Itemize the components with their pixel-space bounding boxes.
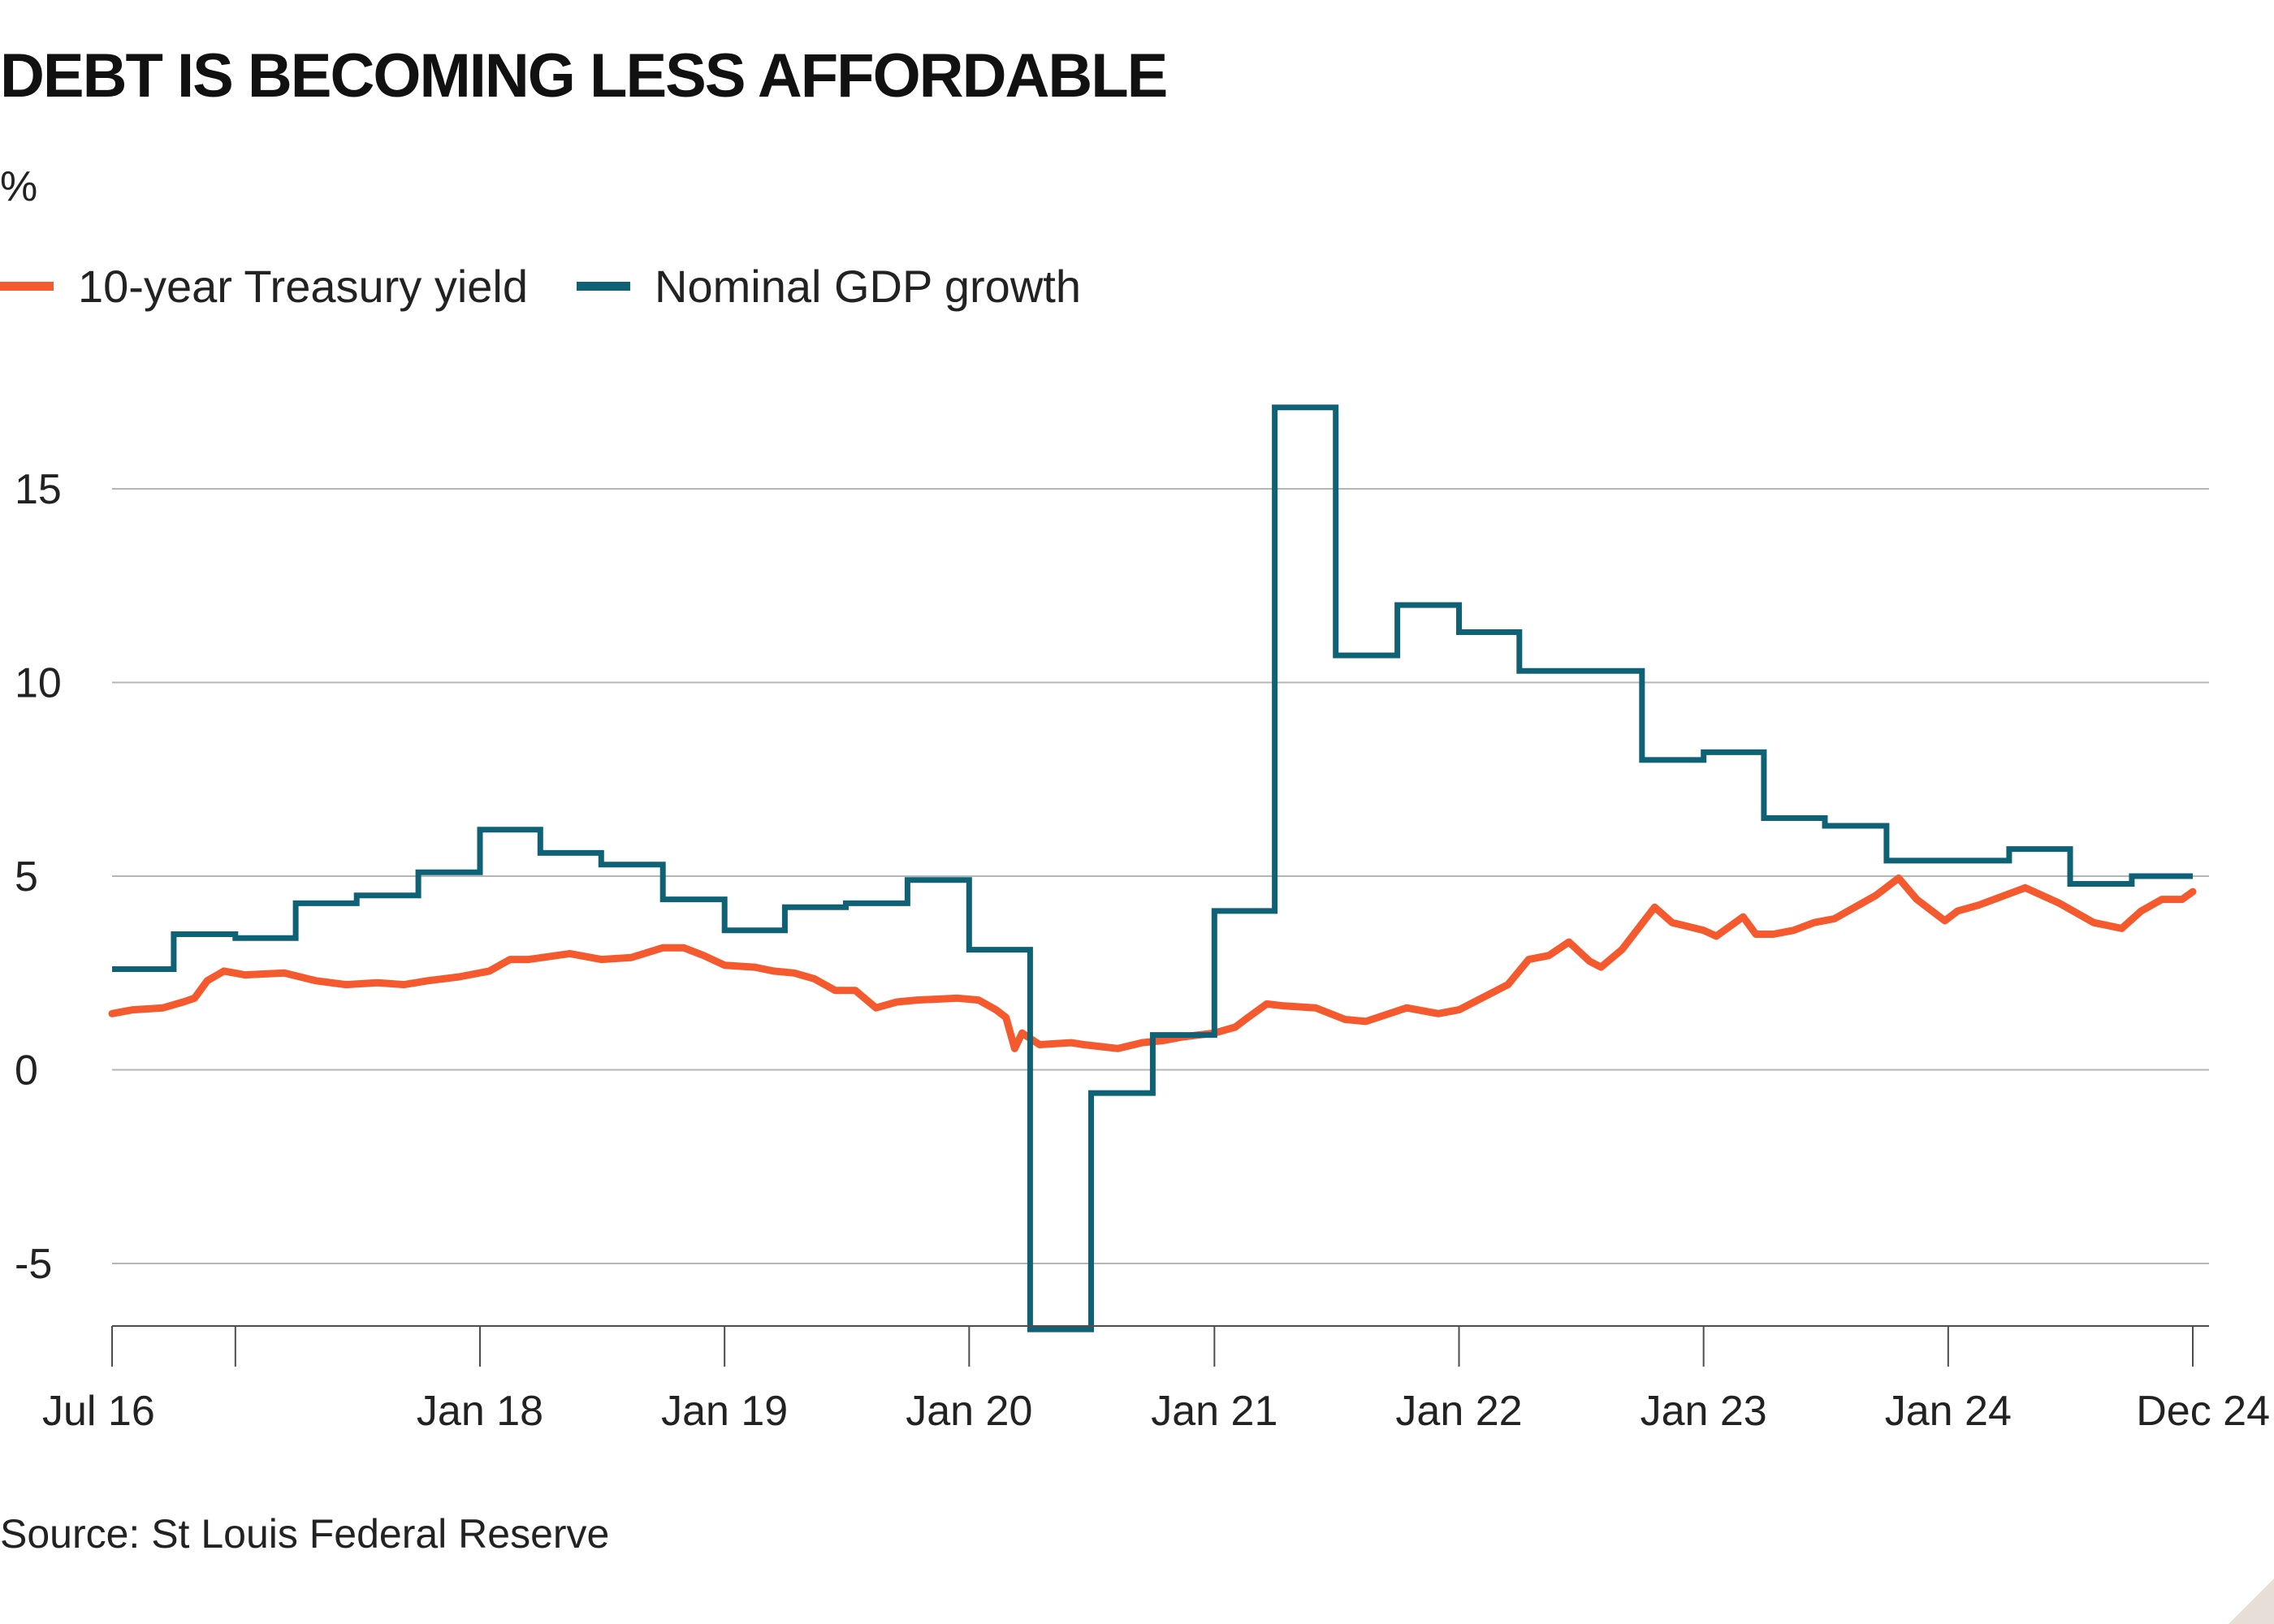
grid-layer bbox=[112, 488, 2209, 1264]
legend-swatch-treasury bbox=[0, 282, 54, 291]
series-layer bbox=[108, 404, 2197, 1332]
chart-title: DEBT IS BECOMING LESS AFFORDABLE bbox=[0, 41, 1168, 110]
x-tick-label: Jan 22 bbox=[1395, 1388, 1522, 1435]
legend-swatch-gdp bbox=[577, 282, 631, 291]
corner-decoration bbox=[2229, 1579, 2274, 1624]
y-tick-labels: -5 0 5 10 15 bbox=[15, 466, 62, 1288]
legend-item-treasury: 10-year Treasury yield bbox=[0, 260, 528, 313]
x-tick-label: Dec 24 bbox=[2136, 1388, 2270, 1435]
source-note: Source: St Louis Federal Reserve bbox=[0, 1511, 610, 1557]
series-line-treasury bbox=[108, 874, 2197, 1052]
x-tick-label: Jan 20 bbox=[906, 1388, 1032, 1435]
x-tick-label: Jan 24 bbox=[1885, 1388, 2012, 1435]
x-tick-label: Jan 21 bbox=[1151, 1388, 1278, 1435]
y-tick-label: 0 bbox=[15, 1047, 38, 1095]
x-tick-label: Jan 23 bbox=[1641, 1388, 1767, 1435]
series-line-gdp bbox=[112, 404, 2193, 1332]
x-axis: Jul 16 Jan 18 Jan 19 Jan 20 Jan 21 Jan 22 Jan … bbox=[42, 1325, 2270, 1435]
x-tick-label: Jan 19 bbox=[661, 1388, 788, 1435]
legend: 10-year Treasury yield Nominal GDP growt… bbox=[0, 260, 1081, 313]
y-tick-label: 5 bbox=[15, 853, 38, 901]
x-tick-label: Jul 16 bbox=[42, 1388, 155, 1435]
legend-item-gdp: Nominal GDP growth bbox=[577, 260, 1081, 313]
legend-label-gdp: Nominal GDP growth bbox=[655, 261, 1081, 312]
y-tick-label: 15 bbox=[15, 466, 62, 513]
x-tick-label: Jan 18 bbox=[417, 1388, 543, 1435]
y-tick-label: 10 bbox=[15, 660, 62, 707]
y-unit-label: % bbox=[0, 163, 38, 210]
legend-label-treasury: 10-year Treasury yield bbox=[78, 261, 529, 312]
y-tick-label: -5 bbox=[15, 1241, 52, 1288]
